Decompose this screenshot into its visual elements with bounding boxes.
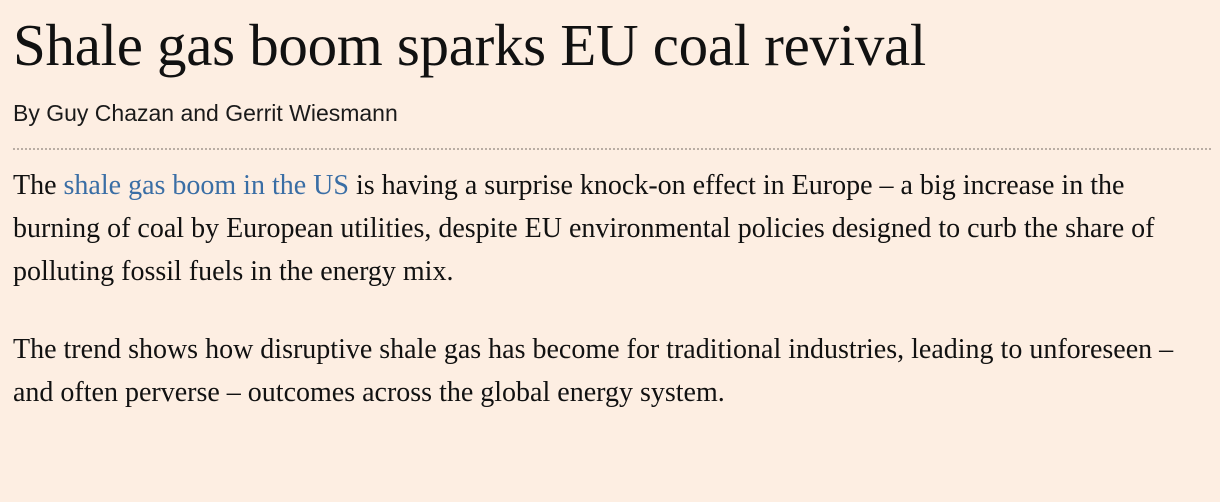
byline-divider: [13, 148, 1211, 150]
paragraph-1: The shale gas boom in the US is having a…: [13, 164, 1213, 293]
headline: Shale gas boom sparks EU coal revival: [13, 12, 926, 78]
paragraph-1-rest: is having a surprise knock-on effect in …: [13, 170, 1155, 287]
article: Shale gas boom sparks EU coal revival By…: [13, 0, 1213, 414]
paragraph-2: The trend shows how disruptive shale gas…: [13, 334, 1174, 408]
byline: By Guy Chazan and Gerrit Wiesmann: [13, 100, 398, 126]
paragraph-1-intro: The: [13, 170, 64, 201]
shale-gas-boom-link[interactable]: shale gas boom in the US: [63, 170, 349, 201]
